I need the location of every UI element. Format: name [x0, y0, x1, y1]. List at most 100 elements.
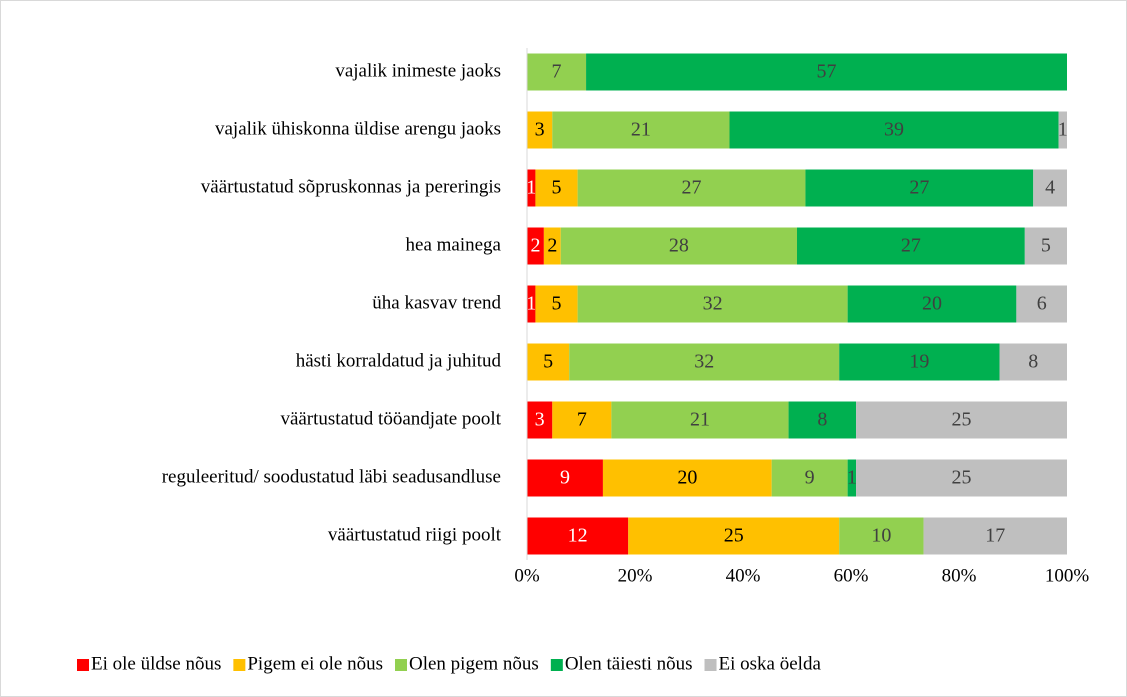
x-tick-label: 40% [726, 565, 761, 586]
bar-segment [535, 169, 578, 207]
data-label: 32 [694, 351, 714, 373]
data-label: 21 [631, 119, 651, 141]
data-label: 4 [1045, 177, 1055, 199]
bar-segment [560, 227, 797, 265]
data-label: 2 [530, 235, 540, 257]
data-label: 7 [577, 409, 587, 431]
data-label: 28 [669, 235, 689, 257]
bar-segment [923, 517, 1067, 555]
bar-segment [856, 401, 1067, 439]
x-tick-label: 60% [834, 565, 869, 586]
y-tick-label: vajalik ühiskonna üldise arengu jaoks [215, 118, 501, 139]
data-label: 3 [535, 409, 545, 431]
bar-segment [527, 343, 570, 381]
bar-segment [628, 517, 840, 555]
bar-segment [771, 459, 848, 497]
data-label: 6 [1037, 293, 1047, 315]
data-label: 2 [547, 235, 557, 257]
data-label: 19 [909, 351, 929, 373]
bar-segment [805, 169, 1034, 207]
legend-swatch [395, 659, 407, 671]
data-label: 5 [543, 351, 553, 373]
bar-segment [527, 111, 553, 149]
y-tick-label: vajalik inimeste jaoks [335, 60, 501, 81]
data-label: 25 [952, 409, 972, 431]
bar-segment [839, 517, 924, 555]
bar-segment [535, 285, 578, 323]
bar-segment [527, 169, 536, 207]
bar-segment [527, 285, 536, 323]
data-label: 57 [817, 61, 837, 83]
y-tick-label: väärtustatud tööandjate poolt [280, 408, 501, 429]
data-label: 1 [526, 293, 536, 315]
bar-segment [839, 343, 1000, 381]
legend-label: Olen pigem nõus [409, 653, 539, 674]
data-label: 12 [568, 525, 588, 547]
data-label: 25 [724, 525, 744, 547]
data-label: 20 [677, 467, 697, 489]
bar-segment [586, 53, 1067, 91]
data-label: 8 [817, 409, 827, 431]
bar-segment [611, 401, 789, 439]
bar-segment [1058, 111, 1067, 149]
bar-segment [797, 227, 1025, 265]
bar-segment [602, 459, 772, 497]
bar-segment [788, 401, 857, 439]
y-tick-label: hea mainega [406, 234, 502, 255]
data-label: 39 [884, 119, 904, 141]
bar-segment [999, 343, 1067, 381]
bar-segment [543, 227, 561, 265]
bar-segment [552, 111, 730, 149]
x-tick-label: 0% [514, 565, 540, 586]
bar-segment [527, 459, 603, 497]
data-label: 27 [682, 177, 702, 199]
data-label: 25 [952, 467, 972, 489]
legend-label: Ei ole üldse nõus [91, 653, 221, 674]
bar-segment [1033, 169, 1067, 207]
bar-segment [1016, 285, 1067, 323]
y-tick-label: väärtustatud riigi poolt [328, 524, 502, 545]
data-label: 1 [847, 467, 857, 489]
y-tick-label: üha kasvav trend [372, 292, 501, 313]
data-label: 10 [871, 525, 891, 547]
x-tick-label: 20% [618, 565, 653, 586]
y-tick-label: reguleeritud/ soodustatud läbi seadusand… [162, 466, 501, 487]
bar-segment [569, 343, 840, 381]
bar-segment [847, 459, 857, 497]
data-label: 5 [1041, 235, 1051, 257]
bar-segment [847, 285, 1017, 323]
data-label: 7 [552, 61, 562, 83]
bar-segment [552, 401, 612, 439]
bar-segment [1024, 227, 1067, 265]
legend-label: Olen täiesti nõus [565, 653, 693, 674]
data-label: 32 [703, 293, 723, 315]
x-tick-label: 80% [942, 565, 977, 586]
legend-swatch [233, 659, 246, 671]
legend-label: Ei oska öelda [719, 653, 822, 674]
x-tick-label: 100% [1045, 565, 1090, 586]
data-label: 1 [1058, 119, 1068, 141]
bar-segment [527, 53, 587, 91]
bar-segment [527, 227, 544, 265]
legend-swatch [550, 659, 563, 671]
data-label: 8 [1028, 351, 1038, 373]
data-label: 17 [985, 525, 1005, 547]
data-label: 27 [909, 177, 929, 199]
data-label: 5 [552, 177, 562, 199]
data-label: 27 [901, 235, 921, 257]
y-tick-label: hästi korraldatud ja juhitud [296, 350, 502, 371]
legend-swatch [704, 659, 717, 671]
data-label: 5 [552, 293, 562, 315]
bar-segment [527, 401, 553, 439]
data-label: 9 [560, 467, 570, 489]
data-label: 20 [922, 293, 942, 315]
bar-segment [577, 285, 848, 323]
data-label: 9 [805, 467, 815, 489]
data-label: 3 [535, 119, 545, 141]
bar-segment [527, 517, 629, 555]
y-tick-label: väärtustatud sõpruskonnas ja pereringis [201, 176, 501, 197]
legend-swatch [77, 659, 89, 671]
data-label: 21 [690, 409, 710, 431]
legend-label: Pigem ei ole nõus [247, 653, 383, 674]
